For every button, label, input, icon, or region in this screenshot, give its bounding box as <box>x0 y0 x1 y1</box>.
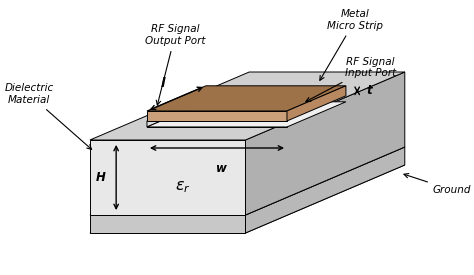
Text: Ground: Ground <box>404 174 472 195</box>
Polygon shape <box>287 86 346 121</box>
Text: $\boldsymbol{\varepsilon_r}$: $\boldsymbol{\varepsilon_r}$ <box>175 180 191 195</box>
Polygon shape <box>147 121 287 127</box>
Text: t: t <box>366 84 372 97</box>
Text: Dielectric
Material: Dielectric Material <box>4 83 91 149</box>
Polygon shape <box>147 111 287 121</box>
Polygon shape <box>90 140 246 215</box>
Polygon shape <box>90 72 405 140</box>
Polygon shape <box>147 96 206 127</box>
Polygon shape <box>90 165 405 233</box>
Text: Metal
Micro Strip: Metal Micro Strip <box>320 9 383 80</box>
Polygon shape <box>147 102 346 127</box>
Text: l: l <box>160 77 164 90</box>
Polygon shape <box>90 147 405 215</box>
Text: RF Signal
Output Port: RF Signal Output Port <box>145 24 205 105</box>
Polygon shape <box>147 86 346 111</box>
Text: RF Signal
Input Port: RF Signal Input Port <box>306 57 396 101</box>
Polygon shape <box>246 72 405 215</box>
Polygon shape <box>90 215 246 233</box>
Polygon shape <box>246 147 405 233</box>
Text: w: w <box>216 162 227 175</box>
Text: H: H <box>96 171 106 184</box>
